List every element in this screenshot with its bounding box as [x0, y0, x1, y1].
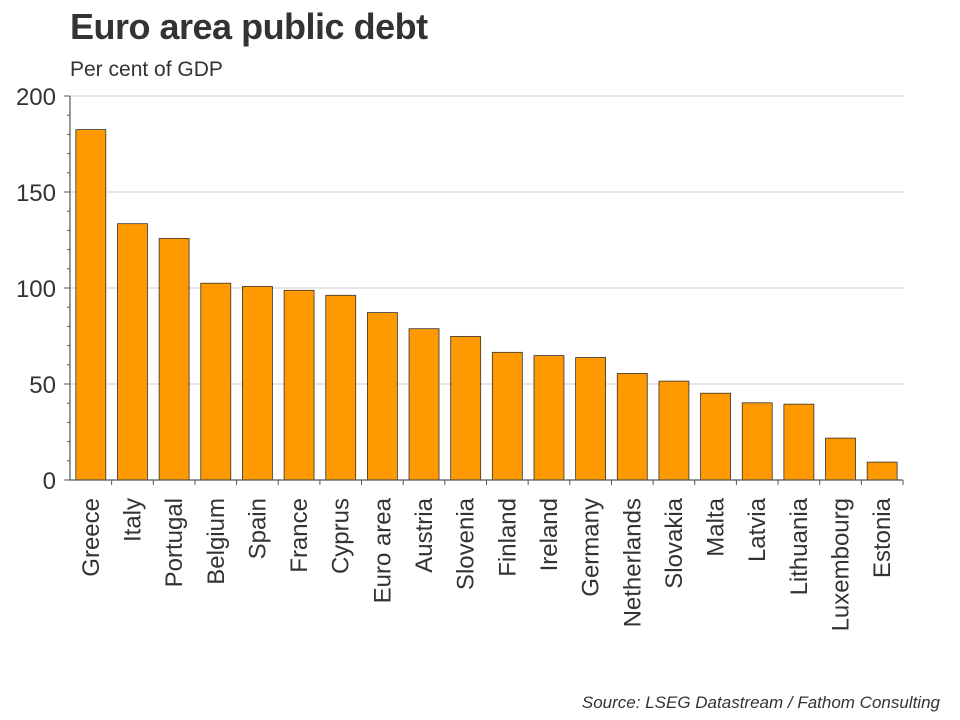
bar-france — [283, 289, 315, 481]
y-tick-label: 150 — [16, 180, 56, 207]
x-category-label: Estonia — [869, 497, 896, 578]
bar-ireland — [533, 355, 565, 481]
axes-group — [64, 95, 904, 485]
x-category-label: Netherlands — [619, 498, 646, 627]
bar-lithuania — [783, 403, 815, 481]
x-category-label: Austria — [411, 497, 438, 572]
x-category-label: Slovakia — [661, 497, 688, 588]
bar-cyprus — [325, 294, 357, 481]
x-category-label: Germany — [578, 498, 605, 597]
bar-malta — [700, 392, 731, 481]
bar-finland — [491, 351, 523, 481]
y-tick-label: 0 — [43, 468, 56, 495]
x-category-label: Cyprus — [328, 498, 355, 574]
x-category-label: Italy — [119, 498, 146, 542]
source-note: Source: LSEG Datastream / Fathom Consult… — [581, 693, 940, 712]
y-tick-label: 200 — [16, 84, 56, 111]
x-category-labels: Greece Italy Portugal Belgium Spain France Cyp… — [78, 497, 896, 631]
bar-germany — [575, 357, 607, 481]
bar-netherlands — [616, 373, 648, 481]
chart-subtitle: Per cent of GDP — [70, 58, 223, 81]
x-category-label: Belgium — [203, 498, 230, 585]
x-category-label: Slovenia — [453, 497, 480, 590]
bar-spain — [242, 286, 273, 481]
x-category-label: Portugal — [161, 498, 188, 587]
y-tick-label: 100 — [16, 276, 56, 303]
bar-greece — [75, 129, 107, 481]
bars-group — [75, 129, 898, 481]
x-category-label: France — [286, 498, 313, 573]
bar-austria — [408, 328, 440, 481]
x-category-label: Ireland — [536, 498, 563, 571]
x-category-label: Greece — [78, 498, 105, 577]
gridlines — [70, 95, 903, 385]
y-tick-label: 50 — [29, 372, 56, 399]
x-category-label: Euro area — [369, 497, 396, 603]
bar-slovakia — [658, 380, 690, 481]
bar-belgium — [200, 282, 232, 481]
bar-latvia — [741, 402, 773, 481]
x-category-label: Luxembourg — [828, 498, 855, 631]
x-category-label: Finland — [494, 498, 521, 577]
x-category-label: Lithuania — [786, 497, 813, 595]
x-category-label: Malta — [703, 497, 730, 556]
bar-luxembourg — [825, 437, 856, 481]
chart-title: Euro area public debt — [70, 6, 428, 47]
bar-euro-area — [366, 312, 398, 481]
bar-estonia — [866, 461, 898, 481]
bar-portugal — [158, 238, 190, 481]
bar-slovenia — [450, 335, 482, 481]
y-tick-labels: 0 50 100 150 200 — [16, 84, 56, 495]
bar-italy — [117, 223, 148, 481]
x-category-label: Latvia — [744, 497, 771, 562]
x-category-label: Spain — [244, 498, 271, 559]
